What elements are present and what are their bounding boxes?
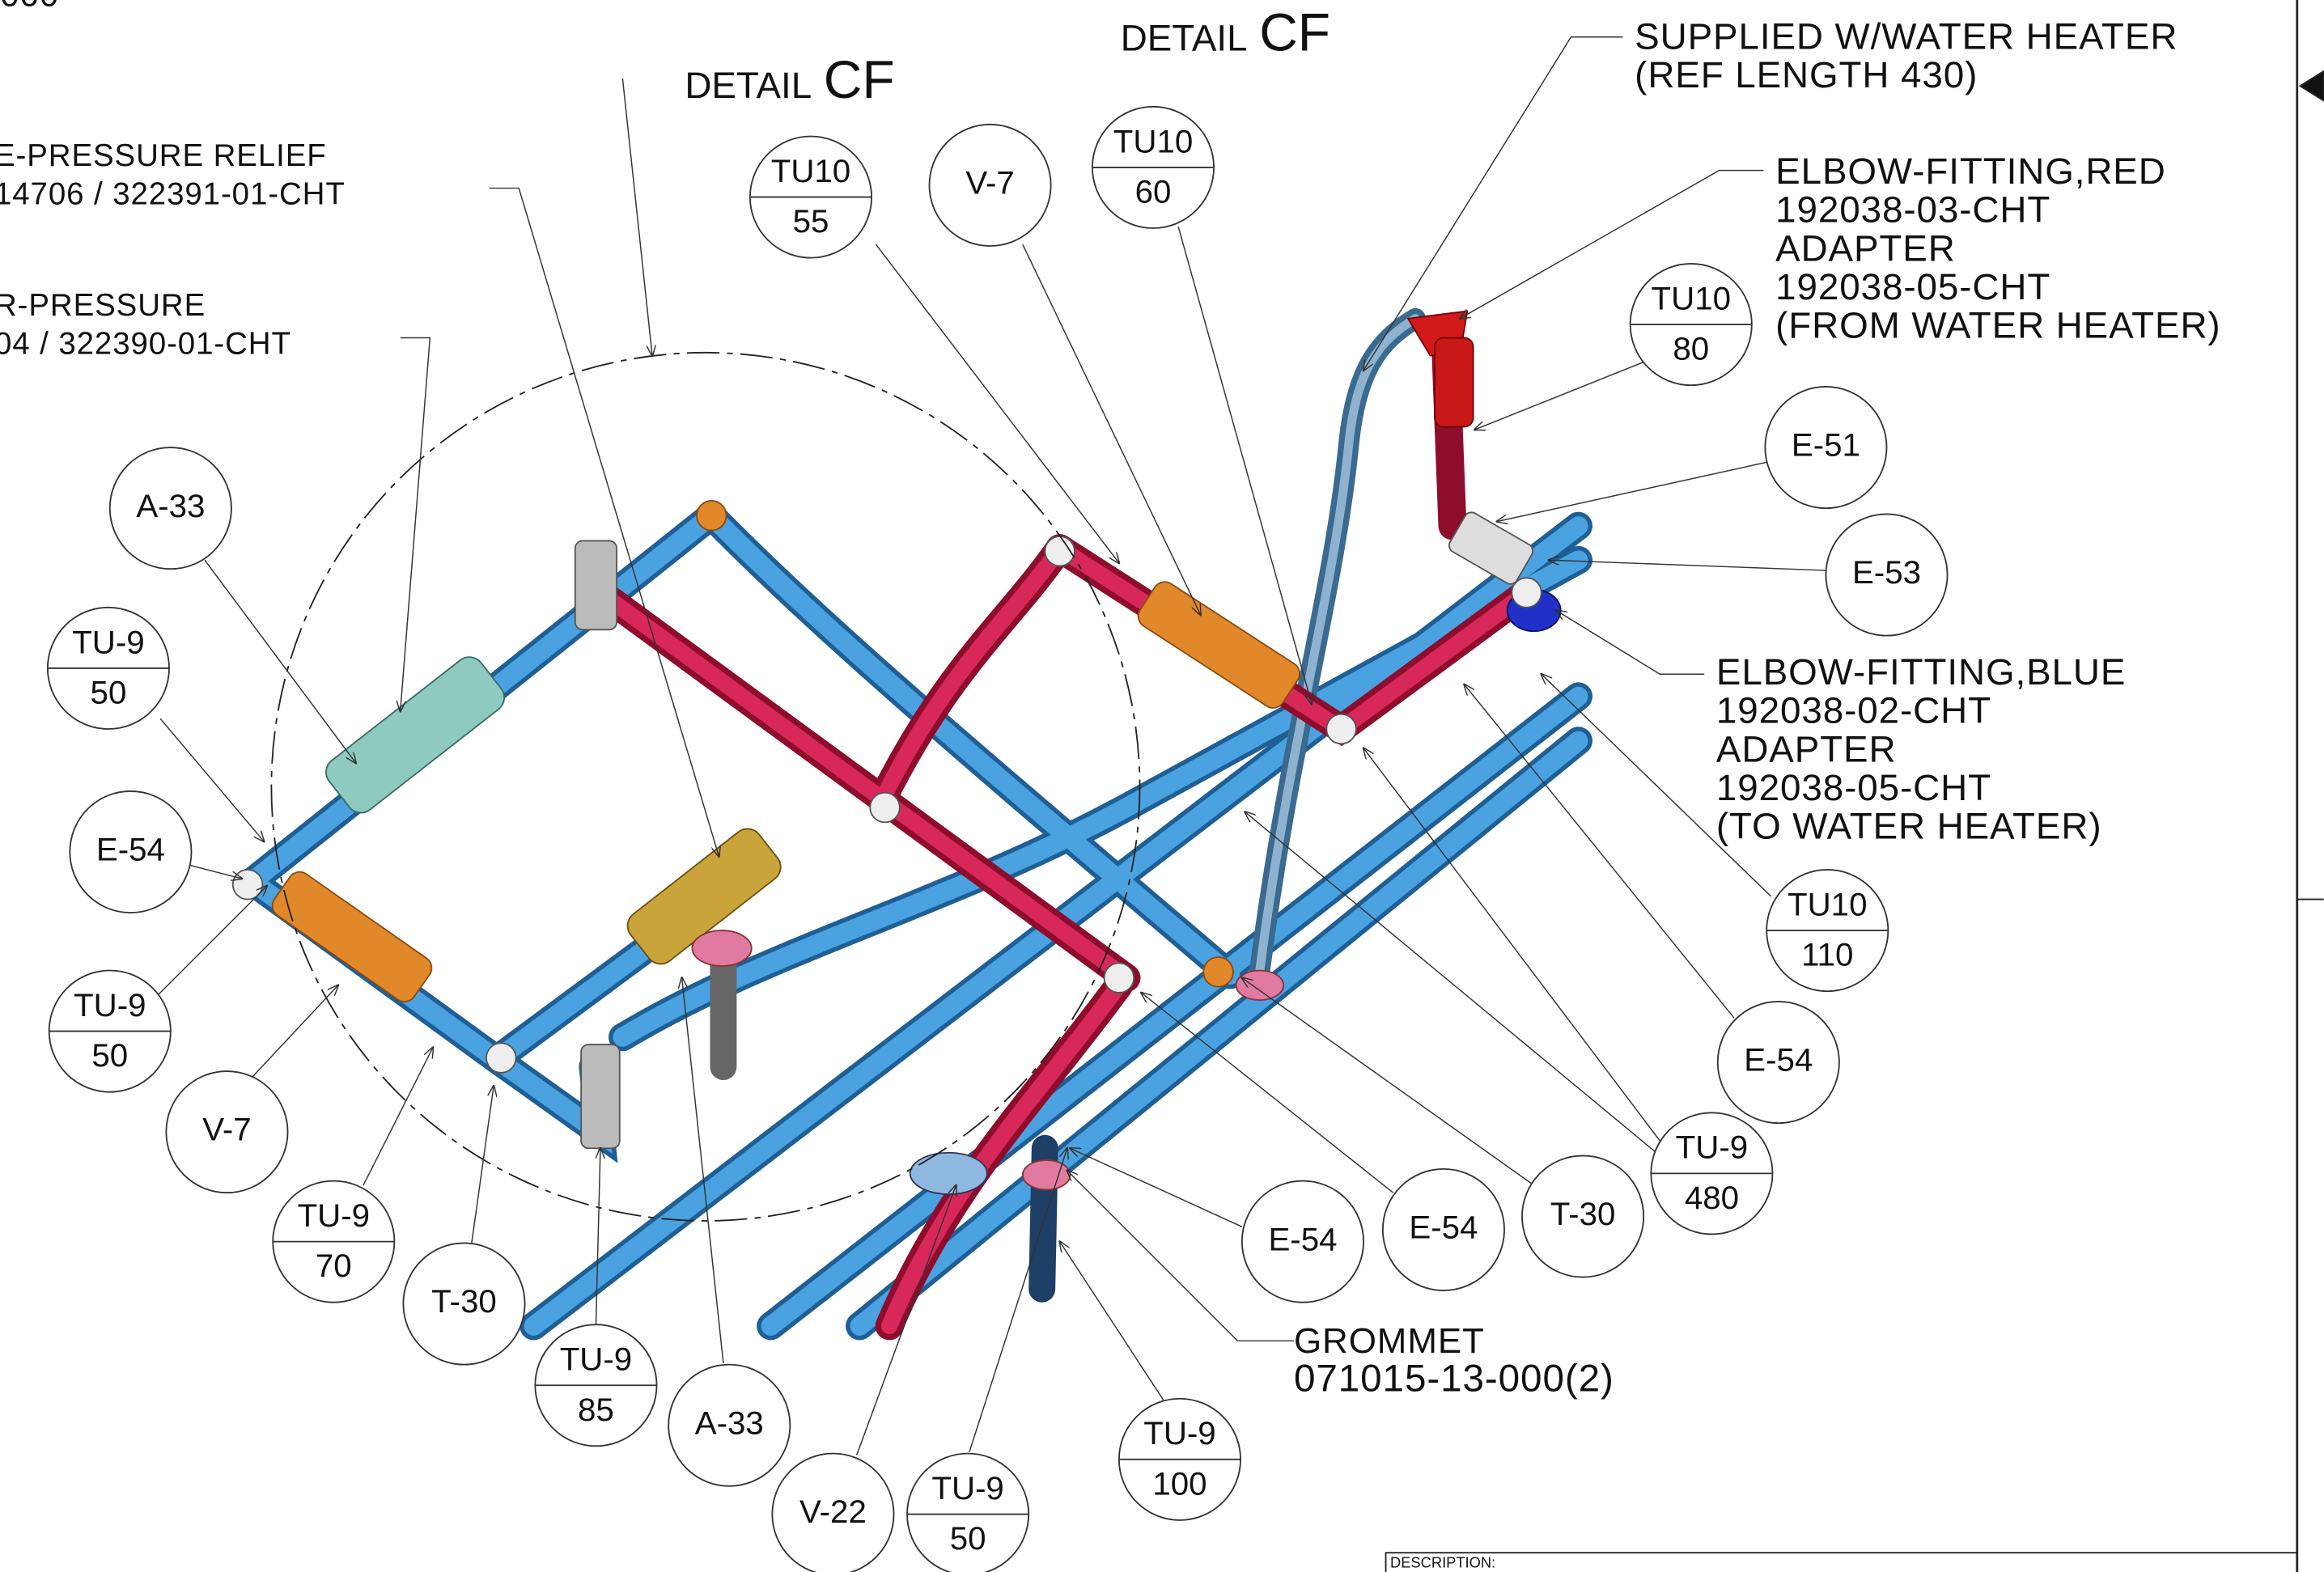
balloon-top: TU-9 — [72, 624, 144, 660]
note-line: 192038-05-CHT — [1775, 266, 2050, 307]
leader-line — [1474, 356, 1660, 430]
balloon-bottom: 55 — [793, 203, 829, 239]
note-line: SUPPLIED W/WATER HEATER — [1635, 15, 2178, 57]
note-line: ADAPTER — [1716, 728, 1897, 769]
detail-title: DETAIL CF — [685, 49, 894, 109]
note-line: (TO WATER HEATER) — [1716, 806, 2102, 847]
note-line: 192038-03-CHT — [1775, 189, 2050, 231]
balloon-bottom: 60 — [1135, 174, 1172, 210]
balloon-top: TU-9 — [560, 1341, 632, 1378]
detail-word: DETAIL — [685, 65, 812, 106]
note-line: (REF LENGTH 430) — [1635, 54, 1978, 95]
balloon-label: T-30 — [431, 1283, 497, 1320]
balloon-bottom: 80 — [1673, 331, 1709, 367]
note-line: 071015-13-000(2) — [1294, 1358, 1614, 1400]
balloon-bottom: 50 — [91, 675, 127, 711]
balloon-top: TU-9 — [931, 1470, 1003, 1506]
leader-line — [1556, 610, 1704, 674]
balloon-bottom: 85 — [578, 1392, 614, 1428]
leader-line — [205, 560, 356, 763]
note-line: 14706 / 322391-01-CHT — [0, 177, 346, 212]
detail-letters: CF — [824, 49, 895, 109]
balloon-label: A-33 — [695, 1405, 764, 1441]
note-line: ELBOW-FITTING,BLUE — [1716, 651, 2126, 693]
leader-line — [157, 886, 267, 996]
balloon-bottom: 110 — [1801, 937, 1853, 973]
note-line: 192038-05-CHT — [1716, 767, 1991, 808]
balloon-label: V-22 — [799, 1494, 867, 1530]
balloon-label: E-54 — [1744, 1042, 1813, 1078]
balloon-bottom: 70 — [316, 1248, 352, 1284]
balloon-label: E-54 — [96, 832, 165, 868]
balloon-top: TU10 — [771, 153, 850, 189]
leader-line — [472, 1086, 494, 1244]
balloon-label: E-54 — [1409, 1210, 1478, 1246]
leader-line — [876, 244, 1119, 563]
leader-line — [1060, 1242, 1164, 1400]
leader-line — [596, 1148, 600, 1326]
balloon-label: E-51 — [1792, 427, 1860, 464]
balloon-bottom: 100 — [1152, 1465, 1207, 1502]
balloon-top: TU-9 — [74, 987, 146, 1023]
leader-line — [1242, 978, 1534, 1185]
balloon-label: E-53 — [1852, 554, 1921, 591]
note-line: 192038-02-CHT — [1716, 690, 1991, 731]
note-line: GROMMET — [1294, 1321, 1485, 1361]
balloon-top: TU-9 — [1676, 1129, 1748, 1166]
note-line: ELBOW-FITTING,RED — [1775, 150, 2166, 192]
leader-line — [1245, 812, 1660, 1156]
detail-title: DETAIL CF — [1121, 2, 1330, 61]
balloon-top: TU-9 — [1143, 1415, 1215, 1451]
balloon-top: TU10 — [1113, 123, 1193, 159]
detail-word: DETAIL — [1121, 17, 1248, 58]
note-line: (FROM WATER HEATER) — [1775, 305, 2220, 346]
drawing: DETAIL CF DETAIL CF E-PRESSURE RELIEF 14706 /… — [0, 0, 2324, 1572]
leader-line — [1465, 684, 1734, 1018]
leader-line — [1070, 1148, 1241, 1227]
leader-line — [252, 985, 338, 1078]
note-line: 04 / 322390-01-CHT — [0, 327, 291, 362]
detail-letters: CF — [1259, 2, 1330, 61]
note-line: ADAPTER — [1775, 227, 1956, 269]
leader-line — [1141, 993, 1393, 1193]
note-line: E-PRESSURE RELIEF — [0, 138, 327, 173]
leader-line — [1497, 462, 1766, 521]
balloon-bottom: 480 — [1685, 1180, 1739, 1216]
leader-line — [622, 78, 652, 355]
balloon-label: A-33 — [136, 488, 205, 524]
balloon-bottom: 50 — [91, 1037, 128, 1074]
balloon-label: V-7 — [965, 165, 1014, 201]
balloon-top: TU10 — [1788, 886, 1867, 922]
balloon-label: V-7 — [202, 1112, 251, 1148]
leader-line — [401, 338, 430, 711]
balloon-label: E-54 — [1268, 1221, 1337, 1257]
description-label: DESCRIPTION: — [1390, 1554, 1495, 1571]
fragment: 000 — [0, 0, 59, 13]
leader-line — [190, 865, 242, 878]
balloon-bottom: 50 — [950, 1520, 986, 1557]
balloon-label: T-30 — [1550, 1196, 1616, 1232]
note-line: R-PRESSURE — [0, 288, 206, 323]
balloon-top: TU10 — [1652, 280, 1731, 316]
balloon-top: TU-9 — [298, 1197, 370, 1234]
